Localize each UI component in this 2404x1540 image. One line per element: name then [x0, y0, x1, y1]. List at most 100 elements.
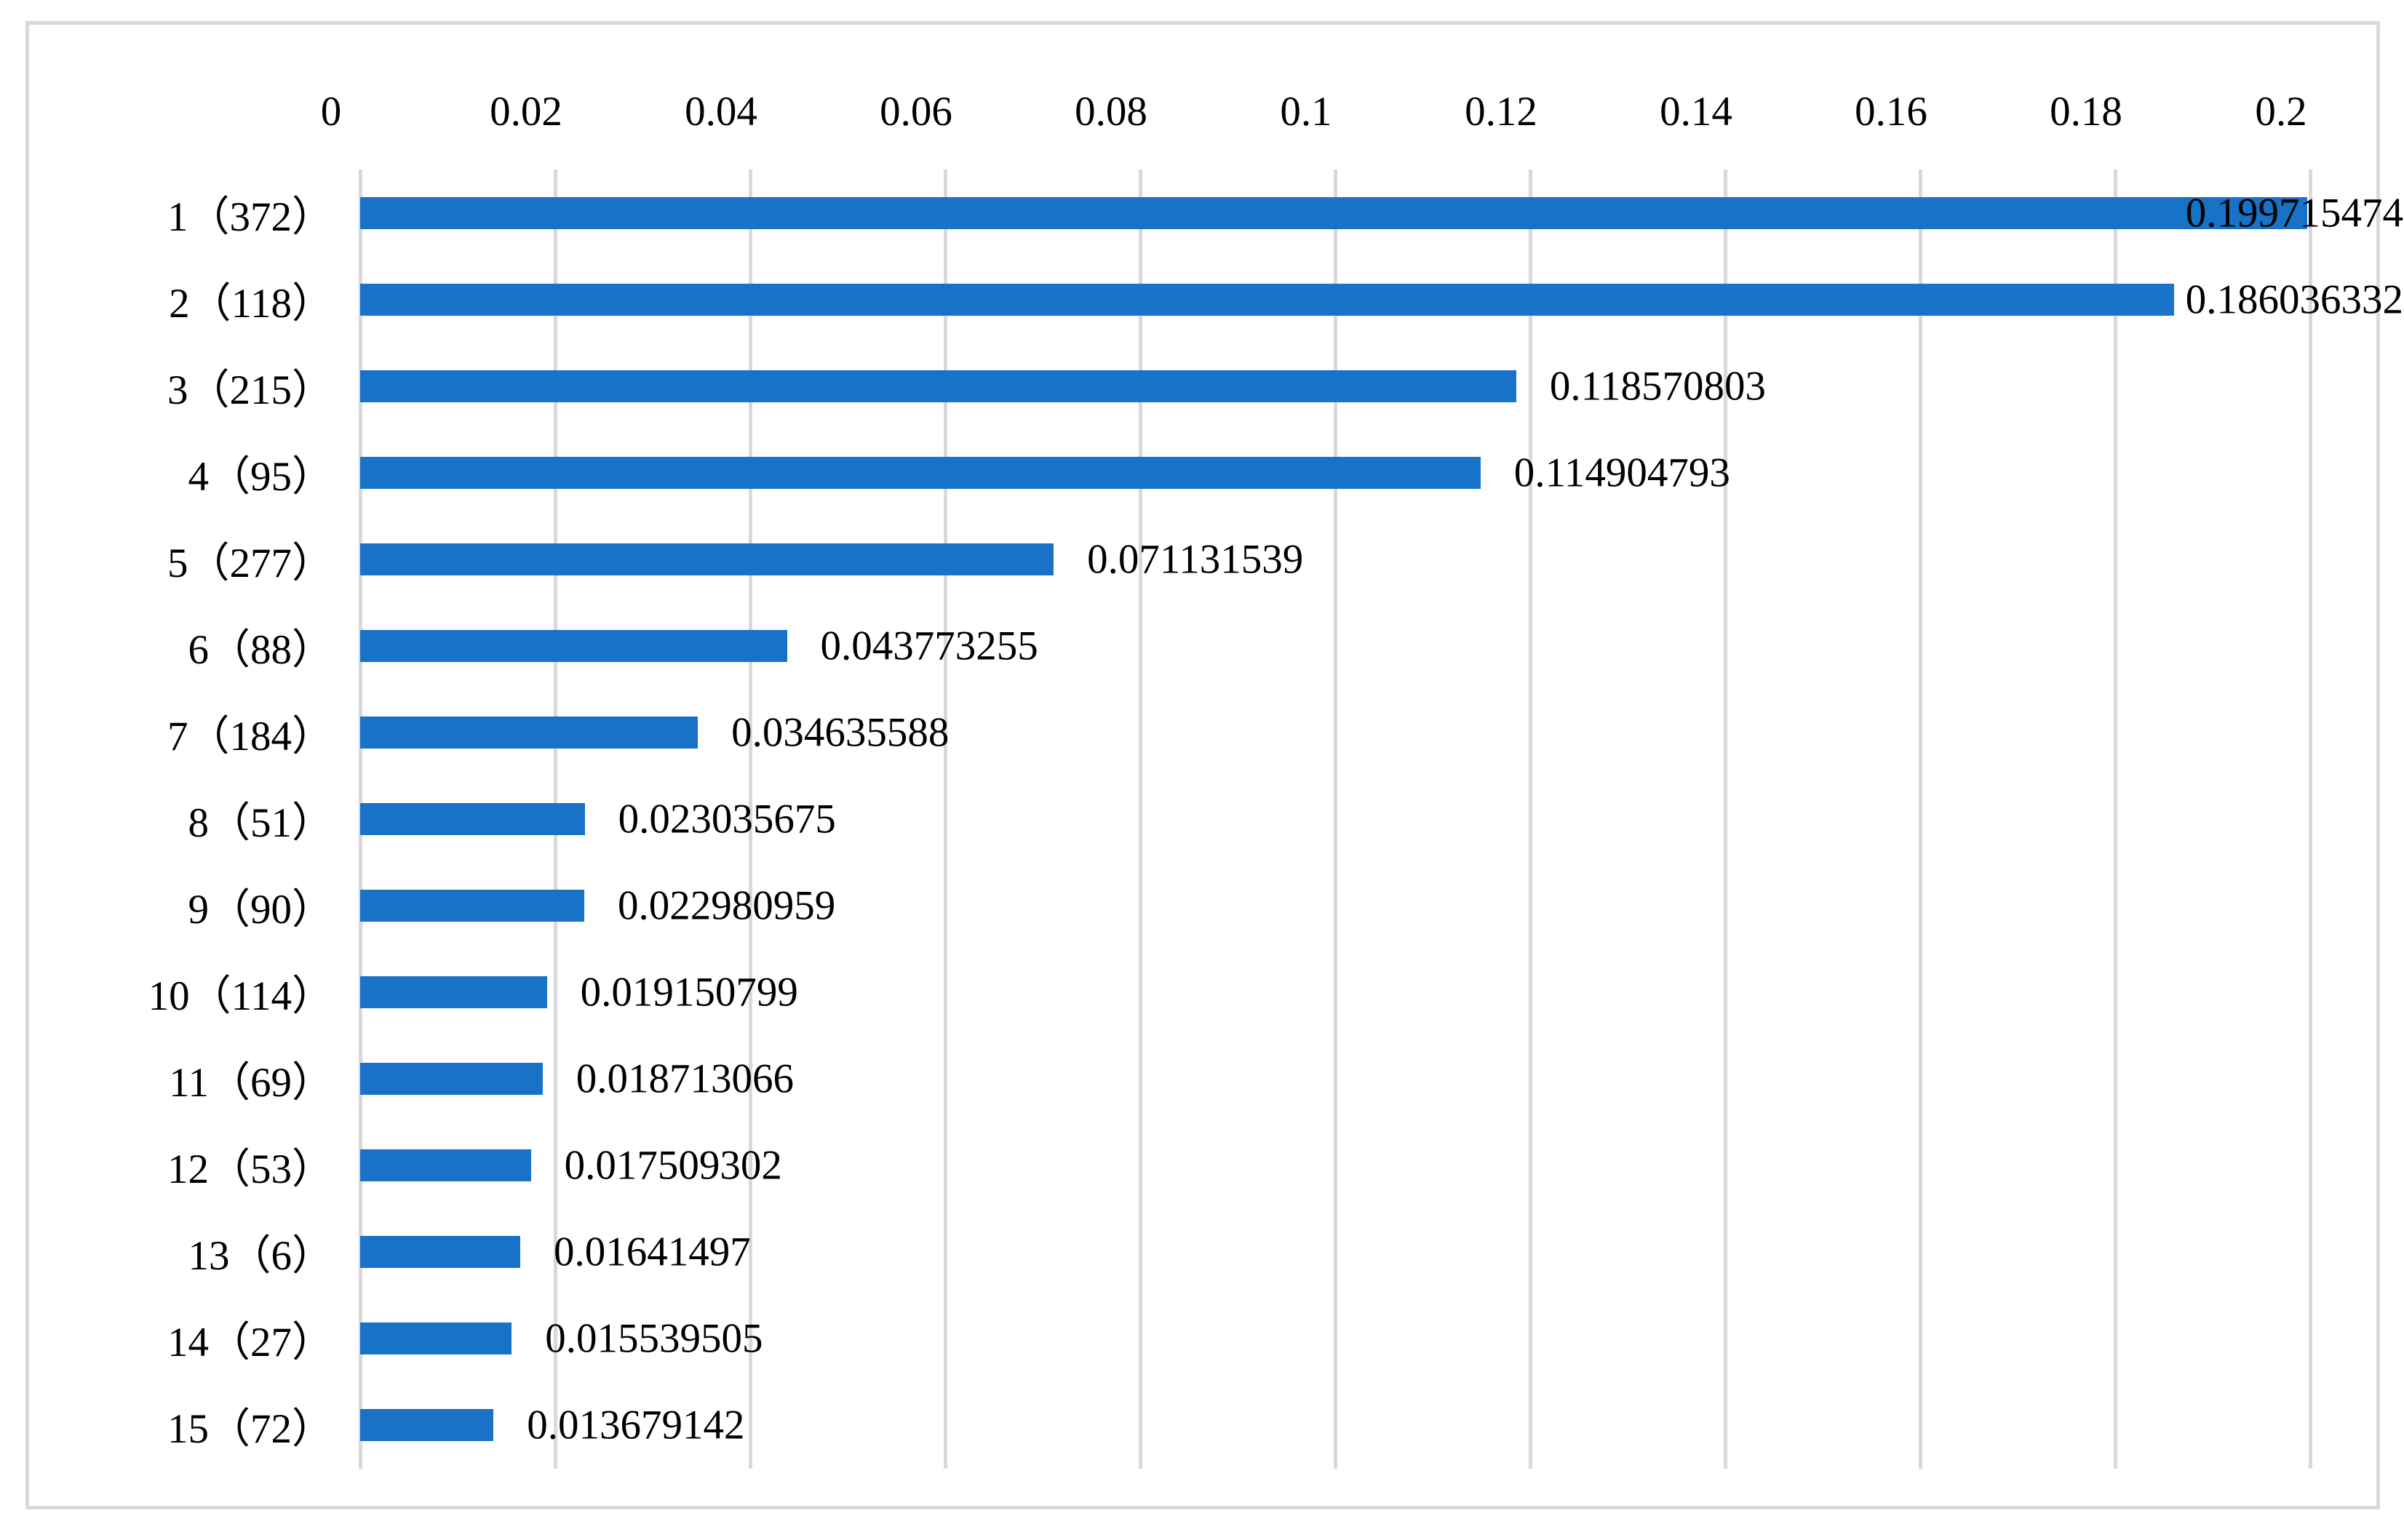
bar-row: 0.043773255	[360, 602, 2310, 689]
value-label: 0.186036332	[2185, 276, 2403, 323]
category-row: 6（88）	[73, 602, 334, 689]
category-row: 13（6）	[73, 1209, 334, 1296]
bars-layer: 0.199715474 0.186036332 0.118570803 0.11490…	[360, 169, 2403, 1469]
category-axis: 1（372） 2（118） 3（215） 4（95） 5（277） 6（88） 7（184）…	[73, 169, 333, 1469]
bar	[360, 1409, 494, 1442]
category-label: 8（51）	[188, 799, 334, 846]
gridline	[1334, 169, 1337, 1469]
gridline	[1724, 169, 1727, 1469]
category-label: 9（90）	[188, 887, 334, 933]
category-label: 15（72）	[167, 1406, 333, 1453]
bar	[360, 1063, 543, 1096]
category-row: 1（372）	[73, 169, 333, 256]
value-label: 0.015539505	[545, 1315, 763, 1362]
category-label: 5（277）	[167, 540, 333, 586]
category-label: 3（215）	[167, 367, 333, 413]
bar-row: 0.018713066	[360, 1036, 2310, 1122]
x-axis-tick-label: 0	[320, 89, 342, 135]
category-row: 8（51）	[73, 775, 334, 862]
value-label: 0.017509302	[564, 1142, 782, 1189]
bar-row: 0.118570803	[360, 343, 2310, 429]
category-label: 10（114）	[148, 973, 333, 1020]
x-axis-tick-label: 0.02	[490, 89, 562, 135]
x-axis-tick-label: 0.12	[1465, 89, 1537, 135]
category-row: 2（118）	[73, 256, 333, 343]
category-label: 14（27）	[167, 1320, 333, 1366]
value-label: 0.013679142	[527, 1402, 745, 1448]
plot-area: 0.199715474 0.186036332 0.118570803 0.11490…	[359, 169, 2403, 1469]
value-label: 0.034635588	[731, 709, 950, 756]
x-axis-tick-label: 0.14	[1660, 89, 1732, 135]
bar	[360, 370, 1516, 402]
bar	[360, 196, 2308, 229]
category-row: 14（27）	[73, 1296, 333, 1382]
bar-row: 0.199715474	[360, 169, 2403, 256]
category-row: 9（90）	[73, 863, 334, 949]
bar	[360, 716, 698, 749]
gridline	[749, 169, 752, 1469]
category-row: 10（114）	[73, 949, 333, 1036]
bar-row: 0.019150799	[360, 949, 2310, 1036]
x-axis-tick-label: 0.04	[685, 89, 757, 135]
category-label: 4（95）	[188, 453, 334, 500]
bar	[360, 629, 787, 662]
value-label: 0.199715474	[2185, 190, 2403, 236]
category-row: 3（215）	[73, 343, 333, 429]
bar	[360, 1236, 520, 1269]
bar-row: 0.01641497	[360, 1209, 2310, 1296]
category-row: 4（95）	[73, 429, 334, 516]
category-label: 7（184）	[167, 713, 333, 759]
bar-row: 0.023035675	[360, 775, 2310, 862]
bar	[360, 456, 1481, 489]
gridline	[944, 169, 947, 1469]
bar	[360, 543, 1054, 575]
value-label: 0.118570803	[1549, 363, 1766, 410]
gridline	[1139, 169, 1142, 1469]
category-row: 11（69）	[73, 1036, 333, 1122]
category-label: 11（69）	[169, 1060, 333, 1106]
value-label: 0.043773255	[820, 623, 1038, 669]
value-label: 0.022980959	[617, 882, 836, 929]
category-label: 1（372）	[167, 194, 333, 240]
bar	[360, 1149, 531, 1182]
x-axis-tick-label: 0.16	[1855, 89, 1927, 135]
gridline	[2309, 169, 2312, 1469]
category-row: 12（53）	[73, 1122, 333, 1209]
category-row: 5（277）	[73, 516, 333, 602]
x-axis-tick-label: 0.18	[2050, 89, 2122, 135]
value-label: 0.023035675	[618, 796, 836, 842]
x-axis-tick-label: 0.2	[2255, 89, 2307, 135]
category-row: 15（72）	[73, 1382, 333, 1469]
value-label: 0.018713066	[576, 1056, 794, 1102]
value-label: 0.01641497	[553, 1229, 751, 1275]
bar	[360, 890, 584, 922]
bar-row: 0.022980959	[360, 863, 2310, 949]
bar-row: 0.071131539	[360, 516, 2310, 602]
bar	[360, 283, 2174, 316]
x-axis-tick-label: 0.08	[1075, 89, 1147, 135]
value-label: 0.019150799	[580, 969, 798, 1016]
category-label: 6（88）	[188, 626, 334, 673]
category-row: 7（184）	[73, 689, 333, 775]
x-axis-tick-label: 0.1	[1280, 89, 1332, 135]
gridline	[1919, 169, 1922, 1469]
category-label: 12（53）	[167, 1146, 333, 1193]
value-label: 0.071131539	[1087, 536, 1304, 583]
bar-row: 0.015539505	[360, 1296, 2310, 1382]
gridline	[2114, 169, 2117, 1469]
chart-frame: 0 0.02 0.04 0.06 0.08 0.1 0.12 0.14 0.16 0.18 0.2 …	[25, 21, 2403, 1509]
bar-row: 0.013679142	[360, 1382, 2310, 1469]
bar	[360, 976, 547, 1009]
value-label: 0.114904793	[1513, 450, 1730, 496]
bar-row: 0.034635588	[360, 689, 2310, 775]
category-label: 13（6）	[188, 1233, 334, 1280]
bar-row: 0.114904793	[360, 429, 2310, 516]
bar	[360, 802, 585, 835]
x-axis-tick-label: 0.06	[880, 89, 952, 135]
bar-row: 0.186036332	[360, 256, 2403, 343]
bar	[360, 1322, 512, 1355]
category-label: 2（118）	[169, 280, 333, 327]
gridline	[1529, 169, 1532, 1469]
bar-row: 0.017509302	[360, 1122, 2310, 1209]
